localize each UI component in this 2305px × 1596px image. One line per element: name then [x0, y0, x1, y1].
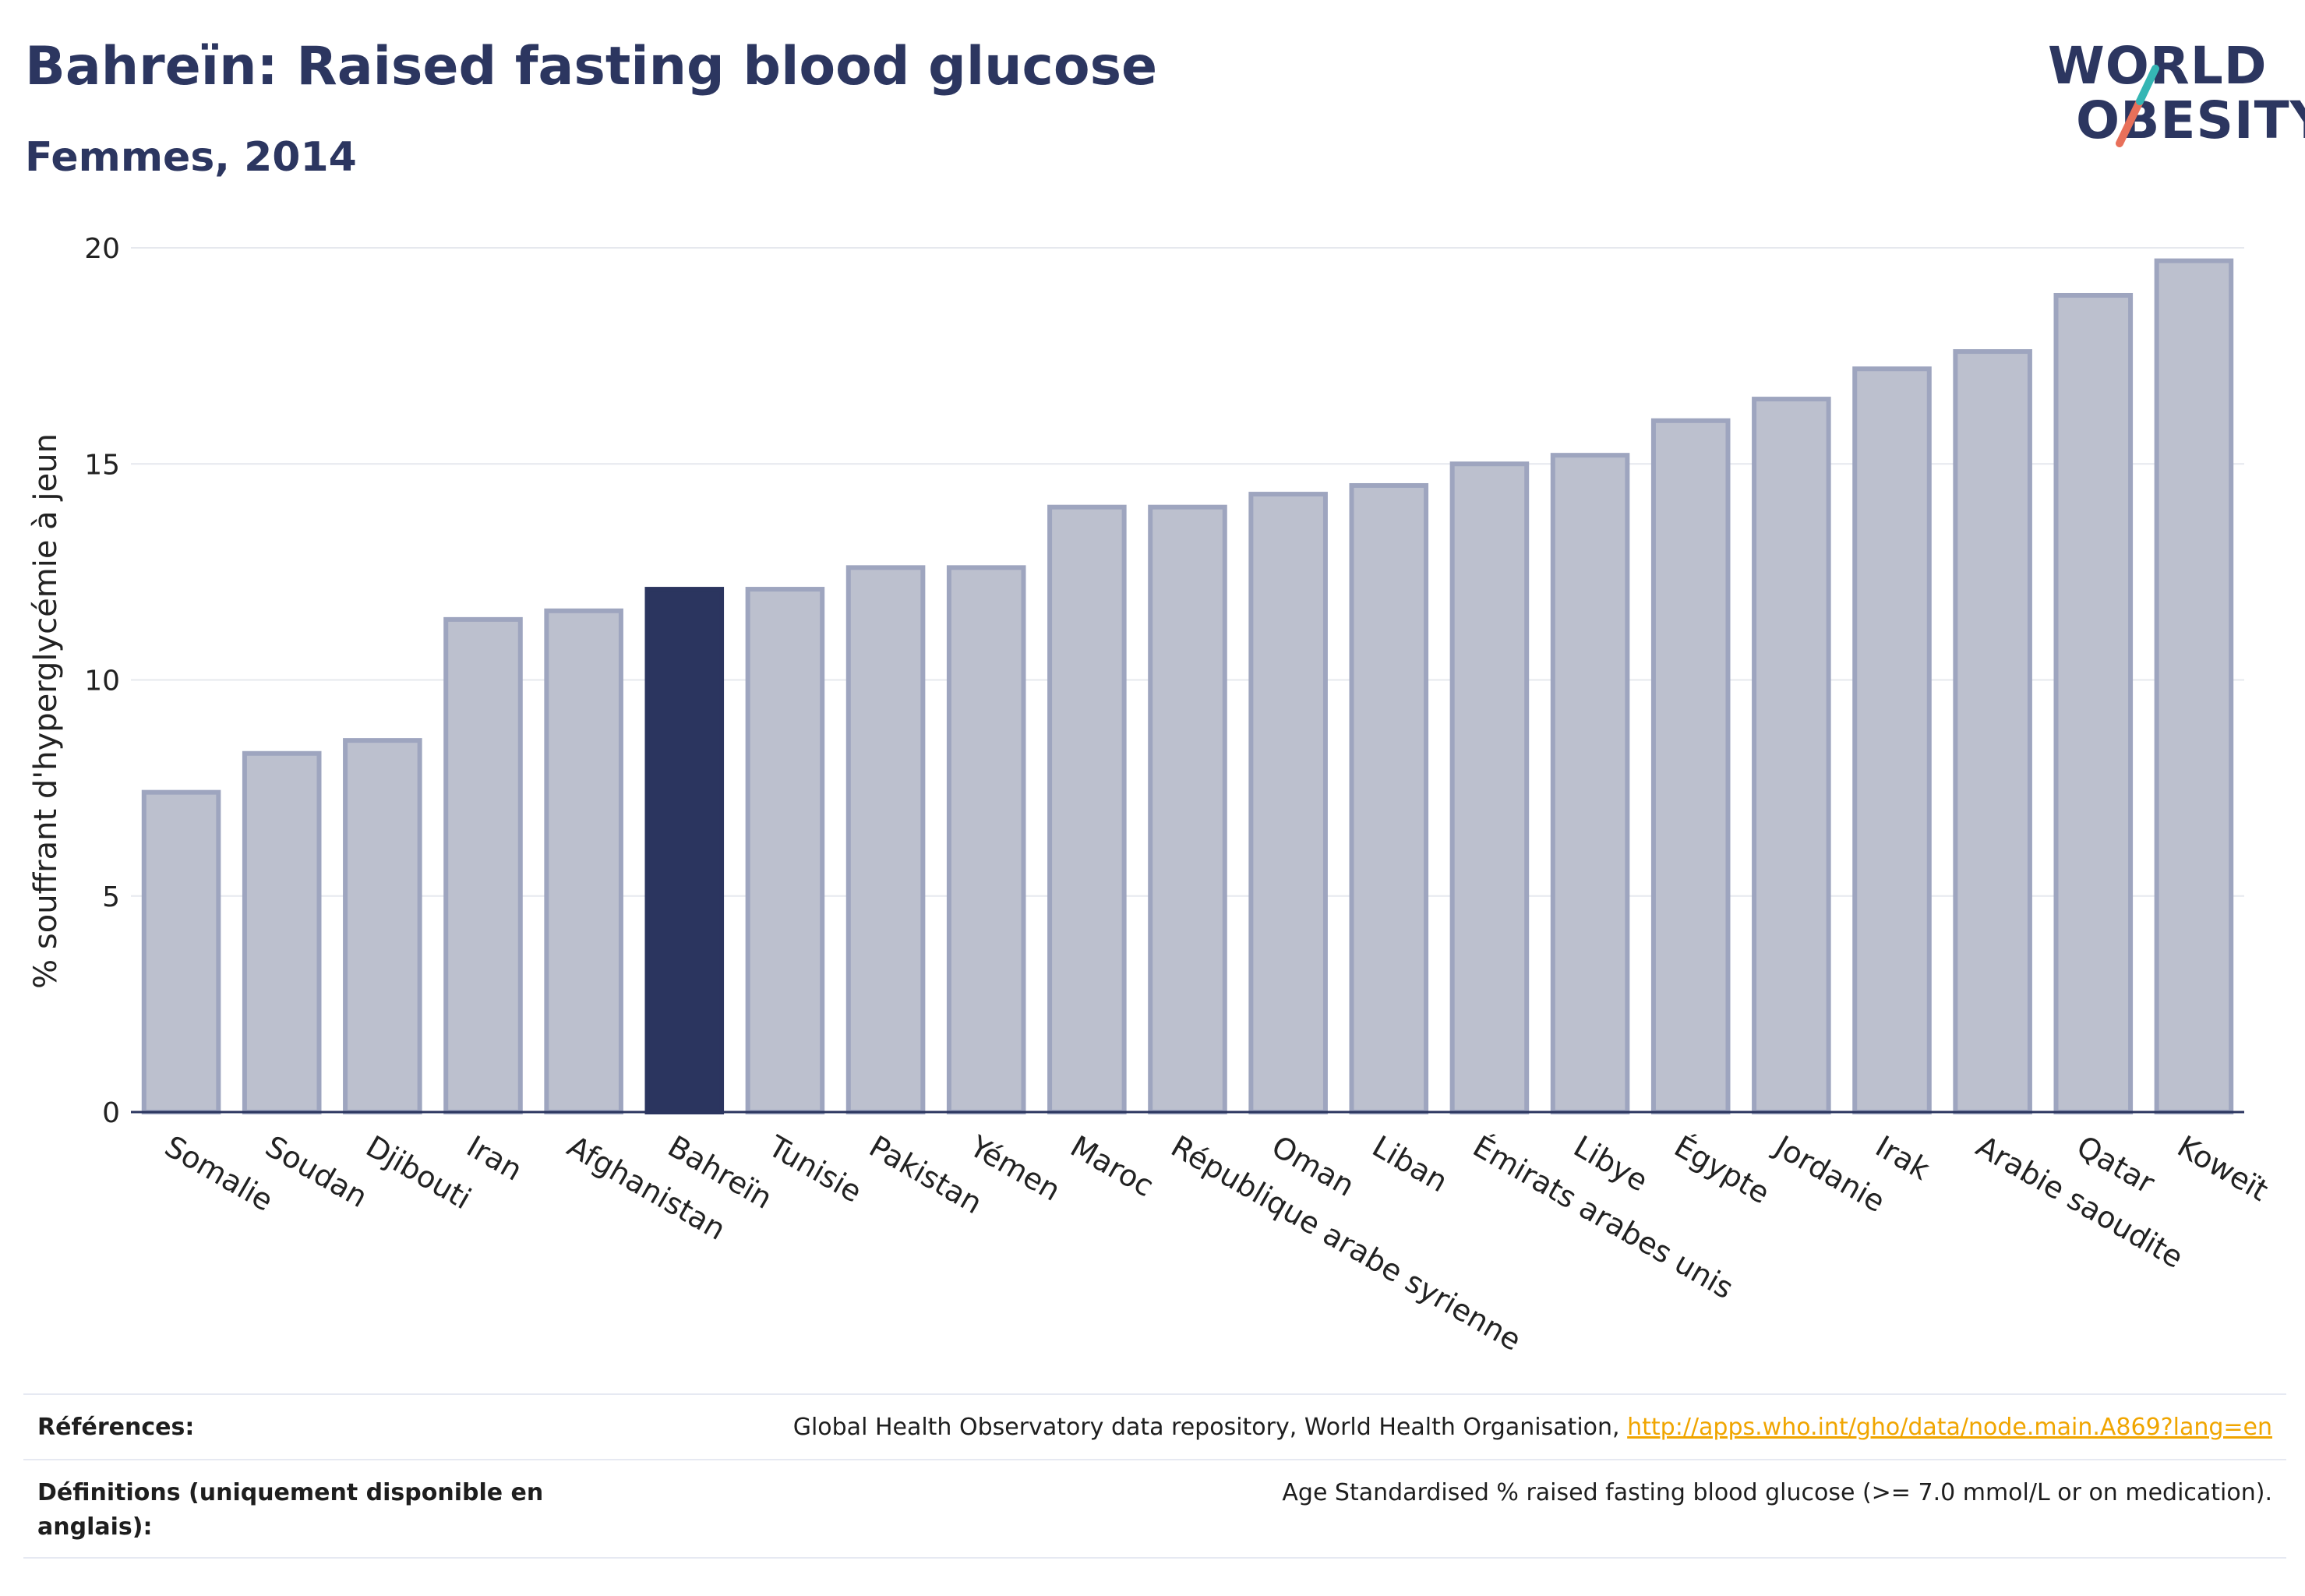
bar: [1852, 366, 1932, 1114]
logo-slash-icon: [2116, 65, 2159, 147]
y-tick-label: 15: [84, 449, 120, 481]
definitions-label: Définitions (uniquement disponible en an…: [37, 1479, 544, 1541]
bar: [644, 587, 725, 1114]
references-label: Références:: [37, 1414, 195, 1441]
x-tick-label: Irak: [1870, 1129, 1936, 1187]
references-text: Global Health Observatory data repositor…: [792, 1414, 1620, 1441]
x-tick-label: Liban: [1367, 1129, 1453, 1199]
footer-divider: [23, 1393, 2286, 1395]
x-tick-label: Somalie: [159, 1129, 279, 1218]
footer-divider: [23, 1557, 2286, 1559]
bar: [845, 565, 926, 1114]
x-tick-label: Iran: [461, 1129, 528, 1188]
bar: [745, 587, 825, 1114]
x-tick-label: Tunisie: [762, 1128, 867, 1209]
y-tick-label: 5: [102, 881, 120, 913]
world-obesity-logo[interactable]: WORLD OBESITY: [2042, 26, 2305, 167]
bar: [1550, 453, 1630, 1115]
y-tick-label: 0: [102, 1097, 120, 1129]
bar: [1752, 397, 1831, 1114]
bar: [946, 565, 1026, 1114]
bar: [2053, 292, 2134, 1115]
page-title: Bahreïn: Raised fasting blood glucose: [25, 36, 1158, 97]
bar: [443, 616, 523, 1114]
definitions-value: Age Standardised % raised fasting blood …: [1282, 1479, 2272, 1506]
bar: [242, 750, 322, 1114]
page-subtitle: Femmes, 2014: [25, 134, 357, 181]
bar: [1047, 504, 1127, 1114]
bar: [1449, 461, 1530, 1114]
bar: [2154, 258, 2234, 1114]
references-link[interactable]: http://apps.who.int/gho/data/node.main.A…: [1627, 1414, 2272, 1441]
footer-divider: [23, 1459, 2286, 1460]
x-tick-label: République arabe syrienne: [1166, 1129, 1527, 1358]
bar: [544, 608, 623, 1114]
y-axis-title: % souffrant d'hyperglycémie à jeun: [28, 433, 64, 989]
x-tick-label: Égypte: [1668, 1129, 1775, 1211]
y-tick-label: 10: [84, 666, 120, 697]
bar: [1953, 349, 2032, 1114]
bar: [1349, 482, 1429, 1115]
logo-word-obesity: OBESITY: [2076, 90, 2305, 150]
x-tick-label: Koweït: [2172, 1129, 2274, 1208]
bar: [1248, 492, 1328, 1114]
x-tick-label: Pakistan: [863, 1129, 988, 1221]
bar: [141, 789, 221, 1114]
x-tick-label: Maroc: [1064, 1129, 1160, 1204]
x-tick-label: Jordanie: [1768, 1128, 1891, 1220]
bar: [1148, 504, 1227, 1114]
x-tick-label: Soudan: [259, 1129, 373, 1215]
x-tick-label: Djibouti: [360, 1129, 477, 1216]
references-value: Global Health Observatory data repositor…: [793, 1411, 2272, 1445]
y-tick-label: 20: [84, 233, 120, 265]
bar: [1650, 418, 1731, 1114]
bar: [343, 738, 422, 1114]
